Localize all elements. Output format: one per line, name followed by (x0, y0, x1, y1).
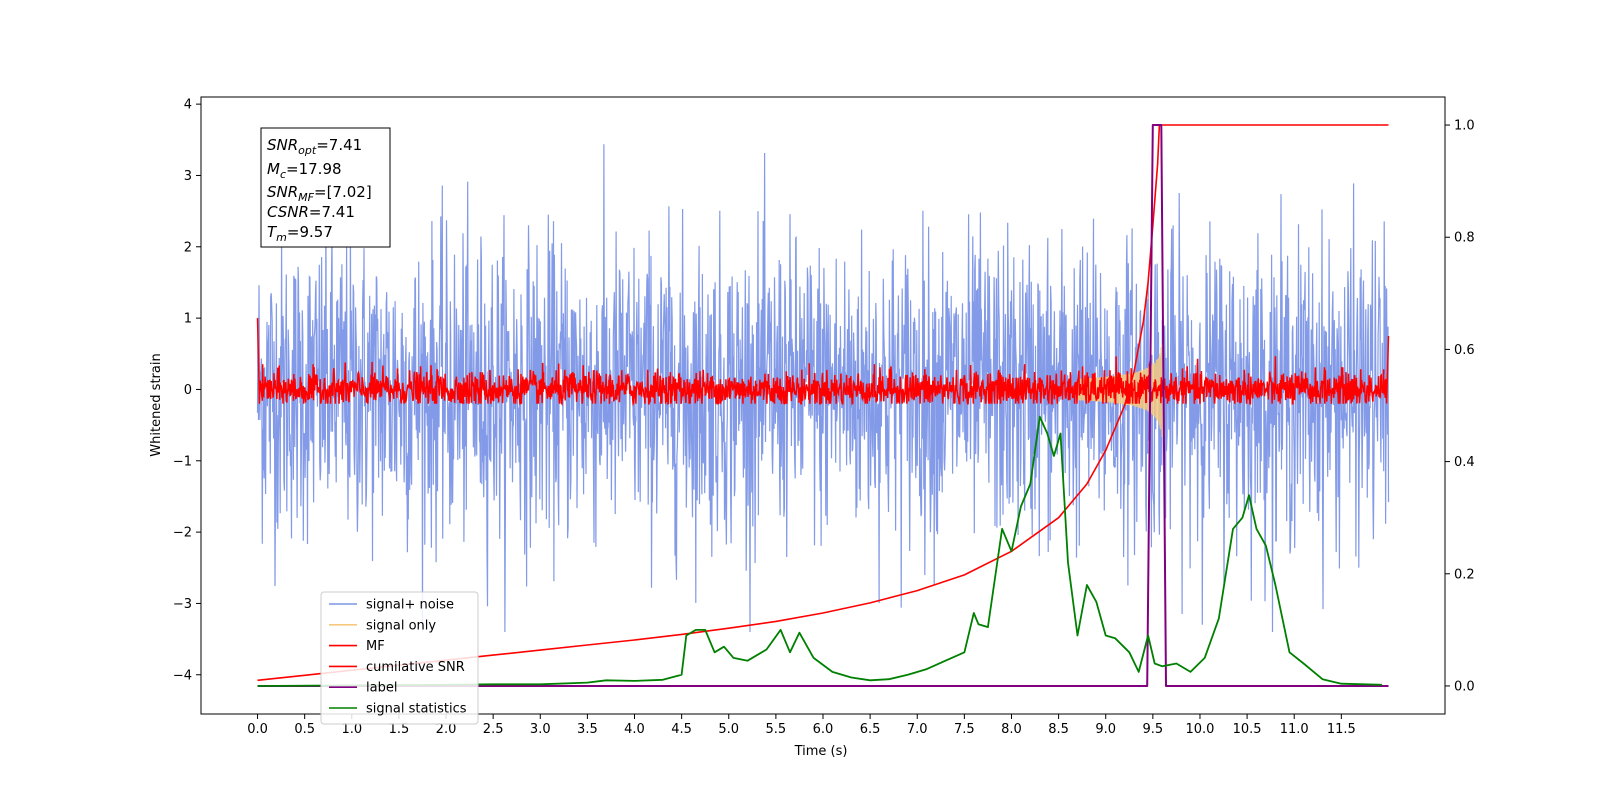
y-tick-label: 2 (184, 240, 192, 255)
y-tick-label: −2 (173, 526, 192, 541)
x-tick-label: 8.0 (1001, 722, 1022, 737)
info-box: SNRopt=7.41 Mc=17.98 SNRMF=[7.02] CSNR=7… (260, 127, 391, 248)
y-axis-right: 1.0 0.8 0.6 0.4 0.2 0.0 (1445, 119, 1475, 694)
legend-frame (320, 591, 479, 725)
x-tick-label: 10.0 (1185, 722, 1214, 737)
series-mf (256, 318, 1390, 407)
x-tick-label: 5.0 (718, 722, 739, 737)
x-tick-label: 0.5 (294, 722, 315, 737)
y-axis-left: 4 3 2 1 0 −1 −2 −3 −4 (173, 98, 201, 683)
legend-label: MF (366, 639, 385, 654)
legend-items: signal+ noise signal only MF cumilative SNR… (329, 598, 467, 717)
info-mc: Mc=17.98 (267, 160, 342, 181)
y-tick-label: 1 (184, 312, 192, 327)
x-tick-label: 1.0 (341, 722, 362, 737)
x-tick-label: 3.5 (577, 722, 598, 737)
x-tick-label: 1.5 (389, 722, 410, 737)
y-tick-label: −1 (173, 454, 192, 469)
info-snr-opt: SNRopt=7.41 (267, 136, 362, 157)
x-tick-label: 5.5 (766, 722, 787, 737)
series-signal-noise (256, 144, 1390, 633)
x-axis: 0.0 0.5 1.0 1.5 2.0 2.5 3.0 3.5 4.0 4.5 5.0 5.5 6.0 6… (247, 714, 1356, 737)
x-tick-label: 9.5 (1143, 722, 1164, 737)
x-tick-label: 6.5 (860, 722, 881, 737)
x-tick-label: 0.0 (247, 722, 268, 737)
x-tick-label: 7.5 (954, 722, 975, 737)
y2-tick-label: 1.0 (1454, 119, 1475, 134)
x-tick-label: 6.0 (813, 722, 834, 737)
x-tick-label: 11.5 (1327, 722, 1356, 737)
x-tick-label: 9.0 (1095, 722, 1116, 737)
y2-tick-label: 0.4 (1454, 455, 1475, 470)
x-tick-label: 4.0 (624, 722, 645, 737)
x-tick-label: 4.5 (671, 722, 692, 737)
y2-tick-label: 0.2 (1454, 567, 1475, 582)
y2-tick-label: 0.6 (1454, 343, 1475, 358)
series-label (257, 124, 1389, 687)
legend: signal+ noise signal only MF cumilative SNR… (320, 591, 479, 725)
y-axis-label: Whitened strain (149, 353, 164, 456)
x-tick-label: 11.0 (1280, 722, 1309, 737)
x-tick-label: 2.0 (436, 722, 457, 737)
legend-label: signal+ noise (366, 598, 454, 613)
y-tick-label: 4 (184, 98, 192, 113)
legend-label: cumilative SNR (366, 660, 465, 675)
y-tick-label: −3 (173, 597, 192, 612)
info-tm: Tm=9.57 (267, 223, 333, 244)
y2-tick-label: 0.0 (1454, 679, 1475, 694)
legend-label: signal only (366, 618, 436, 633)
series-signal-statistics (257, 415, 1382, 687)
y-tick-label: 0 (184, 383, 192, 398)
y2-tick-label: 0.8 (1454, 231, 1475, 246)
x-tick-label: 8.5 (1048, 722, 1069, 737)
legend-label: label (366, 681, 397, 696)
info-csnr: CSNR=7.41 (267, 203, 355, 221)
x-tick-label: 3.0 (530, 722, 551, 737)
x-axis-label: Time (s) (794, 744, 848, 759)
x-tick-label: 2.5 (483, 722, 504, 737)
legend-label: signal statistics (366, 702, 467, 717)
x-tick-label: 7.0 (907, 722, 928, 737)
y-tick-label: −4 (173, 668, 192, 683)
y-tick-label: 3 (184, 169, 192, 184)
info-snr-mf: SNRMF=[7.02] (267, 183, 372, 204)
x-tick-label: 10.5 (1233, 722, 1262, 737)
info-box-frame (260, 127, 391, 248)
